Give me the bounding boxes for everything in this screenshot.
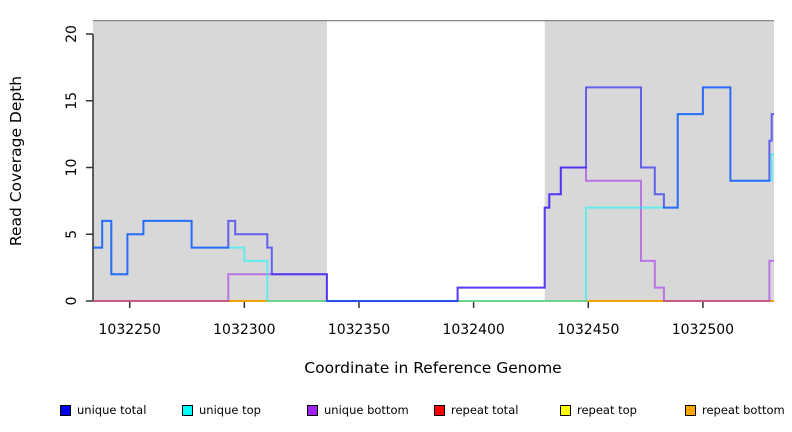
legend-label: unique total bbox=[77, 403, 147, 417]
series-line-unique-total bbox=[93, 86, 774, 302]
x-tick-label: 1032500 bbox=[672, 322, 734, 338]
y-tick-label: 5 bbox=[64, 230, 80, 239]
x-tick-label: 1032250 bbox=[99, 322, 161, 338]
x-tick-label: 1032300 bbox=[213, 322, 275, 338]
legend-label: repeat top bbox=[577, 403, 637, 417]
x-tick-label: 1032400 bbox=[442, 322, 504, 338]
legend-item-unique-bottom: unique bottom bbox=[307, 402, 409, 418]
legend-item-repeat-bottom: repeat bottom bbox=[685, 402, 785, 418]
legend-swatch bbox=[60, 404, 71, 416]
legend-swatch bbox=[307, 404, 318, 416]
y-tick-label: 10 bbox=[64, 159, 80, 177]
legend-item-unique-top: unique top bbox=[182, 402, 261, 418]
x-tick-label: 1032350 bbox=[328, 322, 390, 338]
y-tick-label: 0 bbox=[64, 297, 80, 306]
legend-label: unique top bbox=[199, 403, 261, 417]
legend-swatch bbox=[685, 404, 696, 416]
legend-label: unique bottom bbox=[324, 403, 409, 417]
legend-swatch bbox=[434, 404, 445, 416]
legend-swatch bbox=[182, 404, 193, 416]
legend-item-repeat-top: repeat top bbox=[560, 402, 637, 418]
shaded-region bbox=[93, 20, 327, 302]
x-tick-label: 1032450 bbox=[557, 322, 619, 338]
legend-swatch bbox=[560, 404, 571, 416]
y-axis-title: Read Coverage Depth bbox=[7, 75, 25, 247]
legend-item-unique-total: unique total bbox=[60, 402, 146, 418]
x-axis-title: Coordinate in Reference Genome bbox=[304, 359, 562, 377]
legend-label: repeat bottom bbox=[702, 403, 785, 417]
legend-item-repeat-total: repeat total bbox=[434, 402, 518, 418]
y-tick-label: 20 bbox=[64, 25, 80, 43]
shaded-region bbox=[544, 20, 774, 302]
legend-label: repeat total bbox=[451, 403, 519, 417]
y-tick-label: 15 bbox=[64, 92, 80, 110]
